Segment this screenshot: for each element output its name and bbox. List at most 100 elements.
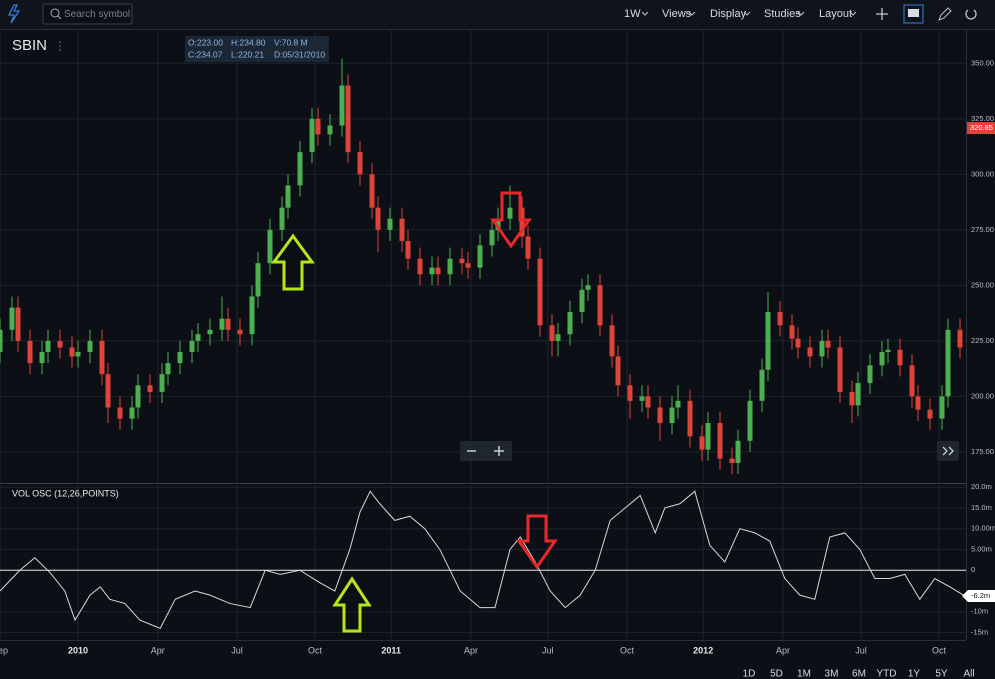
menu[interactable]: Layout (819, 8, 852, 20)
range-button[interactable]: 1M (797, 669, 811, 679)
range-button[interactable]: 3M (825, 669, 839, 679)
range-button[interactable]: 5D (770, 669, 783, 679)
candle-body (357, 152, 363, 175)
candle-body (489, 229, 495, 246)
range-button[interactable]: 1Y (908, 669, 921, 679)
y-tick-label: 0 (971, 565, 975, 574)
candle-body (675, 400, 681, 408)
last-price-tag (967, 122, 995, 135)
range-button[interactable]: YTD (877, 669, 897, 679)
ohlc-close: C:234.07 (188, 49, 223, 59)
range-button[interactable]: 1D (743, 669, 756, 679)
y-tick-label: 250.00 (971, 280, 994, 289)
candle-body (789, 325, 795, 339)
candle-body (615, 356, 621, 386)
candle-body (705, 423, 711, 450)
candle-body (327, 125, 333, 135)
interval-menu[interactable]: 1W (624, 8, 641, 20)
symbol-menu[interactable]: ⋮ (54, 39, 66, 53)
candle-body (567, 312, 573, 335)
candle-body (945, 329, 951, 397)
y-tick-label: 175.00 (971, 447, 994, 456)
arrow-down (490, 191, 532, 249)
candle-body (9, 307, 15, 330)
candle-body (507, 207, 513, 219)
candle-body (639, 396, 645, 401)
x-tick-label: 2012 (693, 645, 713, 655)
candle-body (459, 258, 465, 264)
candle-body (39, 351, 45, 364)
range-button[interactable]: All (963, 669, 974, 679)
candle-body (399, 218, 405, 241)
candle-body (897, 349, 903, 366)
search-icon (57, 15, 62, 20)
draw-button[interactable] (938, 7, 952, 21)
candle-body (159, 374, 165, 392)
candle-body (915, 396, 921, 410)
range-button[interactable]: 5Y (935, 669, 948, 679)
x-tick-label: Jul (542, 645, 554, 655)
y-tick-label: 225.00 (971, 336, 994, 345)
x-tick-label: Oct (620, 645, 635, 655)
candle-body (315, 118, 321, 135)
candle-body (297, 152, 303, 186)
candle-body (195, 334, 201, 341)
menu[interactable]: Display (710, 8, 747, 20)
candle-body (699, 436, 705, 450)
y-tick-label: 15.0m (971, 503, 992, 512)
candle-body (219, 318, 225, 330)
search-placeholder[interactable]: Search symbol (64, 9, 130, 20)
candle-body (807, 347, 813, 357)
x-tick-label: Oct (308, 645, 323, 655)
menu[interactable]: Studies (764, 8, 801, 20)
candle-body (729, 458, 735, 464)
candle-body (957, 329, 963, 348)
candle-body (339, 85, 345, 126)
menu[interactable]: Views (662, 8, 692, 20)
menu-carets (641, 11, 857, 16)
candle-body (435, 267, 441, 275)
zoom-in[interactable] (494, 446, 504, 456)
indicator-title: VOL OSC (12,26,POINTS) (12, 488, 119, 498)
candle-body (477, 245, 483, 268)
candle-body (657, 407, 663, 424)
x-tick-label: Apr (151, 645, 165, 655)
refresh-button[interactable] (965, 9, 977, 20)
candle-body (777, 312, 783, 326)
candle-body (75, 351, 81, 357)
scroll-right[interactable] (937, 441, 959, 461)
chat-button[interactable] (903, 4, 924, 24)
arrow-up (271, 233, 315, 291)
x-tick-label: Apr (464, 645, 478, 655)
logo[interactable] (7, 4, 21, 24)
candle-body (87, 340, 93, 352)
x-tick-label: Sep (0, 645, 8, 655)
candle-body (255, 263, 261, 297)
candle-body (0, 329, 3, 352)
candle-body (27, 340, 33, 364)
y-tick-label: -15m (971, 628, 988, 637)
candle-body (885, 349, 891, 352)
candle-body (309, 118, 315, 153)
add-button[interactable] (876, 8, 888, 20)
ohlc-low: L:220.21 (231, 49, 264, 59)
range-button[interactable]: 6M (852, 669, 866, 679)
y-tick-label: 200.00 (971, 391, 994, 400)
ohlc-box (185, 36, 329, 62)
candle-body (447, 258, 453, 275)
y-tick-label: 350.00 (971, 58, 994, 67)
candle-body (819, 340, 825, 357)
candle-body (57, 340, 63, 348)
candle-body (177, 351, 183, 364)
x-tick-label: Jul (231, 645, 243, 655)
candle-body (375, 207, 381, 230)
search-box[interactable] (42, 3, 133, 25)
ohlc-high: H:234.80 (231, 37, 266, 47)
arrow-up (332, 576, 372, 633)
candle-body (747, 400, 753, 441)
last-value-label: -6.2m (971, 591, 990, 600)
candle-body (669, 407, 675, 424)
x-tick-label: 2010 (68, 645, 88, 655)
